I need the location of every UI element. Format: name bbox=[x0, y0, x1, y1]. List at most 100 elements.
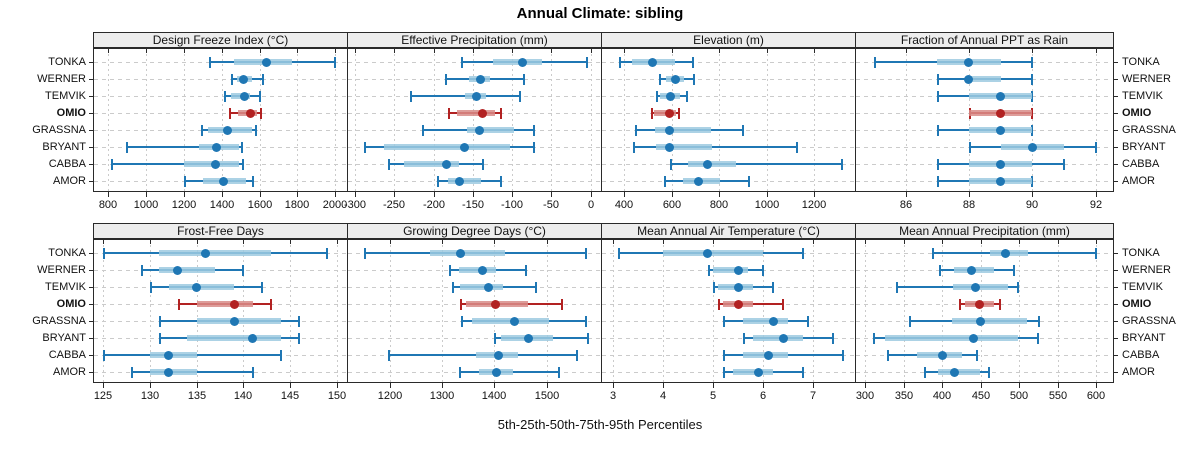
v-gridline bbox=[184, 49, 185, 191]
range-cap-right bbox=[519, 91, 521, 102]
median-dot bbox=[510, 316, 520, 326]
median-dot bbox=[219, 176, 229, 186]
axis-tick bbox=[394, 192, 395, 197]
median-dot bbox=[970, 282, 980, 292]
range-line bbox=[409, 95, 520, 97]
station-label-left: GRASSNA bbox=[32, 315, 86, 327]
panel bbox=[93, 239, 348, 383]
v-gridline bbox=[103, 240, 104, 382]
axis-tick-top bbox=[184, 49, 185, 53]
axis-tick-label: 550 bbox=[1048, 390, 1068, 402]
axis-tick-top bbox=[814, 49, 815, 53]
iqr-band bbox=[149, 369, 197, 375]
iqr-band bbox=[149, 352, 197, 358]
range-cap-right bbox=[842, 350, 845, 361]
median-dot bbox=[524, 333, 534, 343]
row-tick-left bbox=[89, 253, 93, 254]
station-label-left: WERNER bbox=[37, 264, 86, 276]
station-label-left: TEMVIK bbox=[45, 90, 86, 102]
v-gridline bbox=[713, 240, 714, 382]
range-cap-left bbox=[656, 91, 659, 102]
range-cap-left bbox=[445, 74, 448, 85]
range-cap-left bbox=[461, 57, 464, 68]
axis-tick bbox=[906, 192, 907, 197]
axis-tick bbox=[197, 383, 198, 388]
range-cap-left bbox=[958, 299, 961, 310]
axis-tick-top bbox=[442, 240, 443, 244]
axis-tick-top bbox=[865, 240, 866, 244]
axis-tick bbox=[1058, 383, 1059, 388]
range-cap-right bbox=[1095, 248, 1098, 259]
row-tick-left bbox=[89, 270, 93, 271]
range-cap-left bbox=[140, 265, 143, 276]
median-dot bbox=[996, 125, 1006, 135]
axis-tick-label: 92 bbox=[1089, 199, 1103, 211]
axis-tick bbox=[1032, 192, 1033, 197]
axis-tick-label: 1500 bbox=[534, 390, 560, 402]
range-cap-left bbox=[409, 91, 412, 102]
axis-tick-top bbox=[767, 49, 768, 53]
range-cap-left bbox=[895, 282, 898, 293]
median-dot bbox=[239, 91, 249, 101]
h-gridline bbox=[94, 96, 346, 97]
range-cap-left bbox=[387, 159, 390, 170]
median-dot bbox=[1027, 142, 1037, 152]
v-gridline bbox=[1058, 240, 1059, 382]
iqr-band bbox=[168, 284, 234, 290]
row-tick-left bbox=[89, 113, 93, 114]
v-gridline bbox=[150, 240, 151, 382]
v-gridline bbox=[969, 49, 970, 191]
station-label-right: CABBA bbox=[1122, 158, 1160, 170]
range-cap-right bbox=[832, 333, 835, 344]
v-gridline bbox=[494, 240, 495, 382]
median-dot bbox=[733, 282, 743, 292]
median-dot bbox=[491, 367, 501, 377]
iqr-band bbox=[187, 335, 281, 341]
median-dot bbox=[210, 159, 220, 169]
panel bbox=[347, 48, 602, 192]
axis-tick bbox=[512, 192, 513, 197]
range-cap-right bbox=[535, 282, 538, 293]
axis-tick-top bbox=[813, 240, 814, 244]
median-dot bbox=[975, 299, 985, 309]
iqr-band bbox=[430, 250, 505, 256]
row-tick-right bbox=[1114, 62, 1118, 63]
axis-tick bbox=[297, 192, 298, 197]
axis-tick-label: 400 bbox=[614, 199, 634, 211]
range-cap-right bbox=[262, 74, 265, 85]
axis-tick-label: 150 bbox=[327, 390, 347, 402]
iqr-band bbox=[466, 127, 515, 133]
v-gridline bbox=[390, 240, 391, 382]
median-dot bbox=[474, 125, 484, 135]
median-dot bbox=[455, 248, 465, 258]
v-gridline bbox=[865, 240, 866, 382]
range-cap-left bbox=[177, 299, 180, 310]
axis-tick bbox=[473, 192, 474, 197]
axis-tick-label: -250 bbox=[382, 199, 406, 211]
range-cap-right bbox=[258, 91, 261, 102]
row-tick-left bbox=[89, 130, 93, 131]
chart-title: Annual Climate: sibling bbox=[516, 5, 684, 22]
range-cap-right bbox=[242, 265, 245, 276]
range-cap-left bbox=[110, 159, 113, 170]
axis-tick-top bbox=[150, 240, 151, 244]
v-gridline bbox=[813, 240, 814, 382]
axis-tick-label: -50 bbox=[543, 199, 559, 211]
iqr-band bbox=[712, 267, 749, 273]
row-tick-right bbox=[1114, 79, 1118, 80]
range-cap-left bbox=[932, 248, 934, 259]
median-dot bbox=[238, 74, 248, 84]
axis-tick-top bbox=[547, 240, 548, 244]
axis-tick-top bbox=[713, 240, 714, 244]
range-cap-right bbox=[1062, 159, 1065, 170]
v-gridline bbox=[222, 49, 223, 191]
median-dot bbox=[671, 74, 681, 84]
axis-tick-label: 140 bbox=[233, 390, 253, 402]
range-line bbox=[110, 163, 243, 165]
axis-tick-label: 0 bbox=[587, 199, 595, 211]
station-label-left: TEMVIK bbox=[45, 281, 86, 293]
median-dot bbox=[733, 265, 743, 275]
axis-tick-label: 88 bbox=[962, 199, 976, 211]
axis-tick-label: 2000 bbox=[322, 199, 348, 211]
